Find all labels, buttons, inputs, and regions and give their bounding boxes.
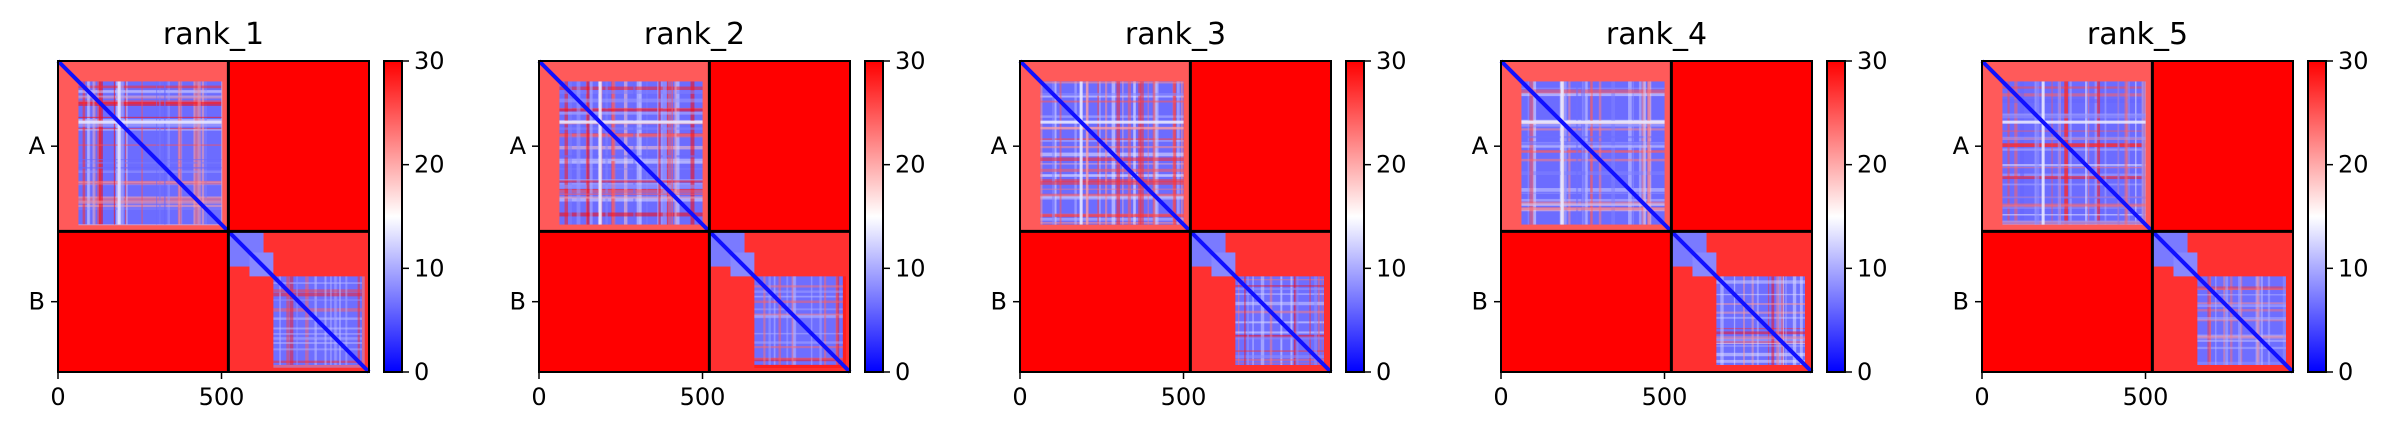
colorbar-frame bbox=[2307, 60, 2327, 373]
axes-frame bbox=[1981, 60, 2294, 373]
colorbar-frame bbox=[1345, 60, 1365, 373]
colorbar-gradient bbox=[865, 61, 883, 372]
colorbar: 0 10 20 30 bbox=[1345, 47, 1407, 386]
colorbar-tick-label: 10 bbox=[2338, 254, 2369, 282]
intra-chain-block-a bbox=[1980, 59, 2154, 233]
heatmap-panel-4: rank_4 0 500 A B 0 10 20 30 bbox=[1472, 17, 1888, 411]
y-tick-label: B bbox=[29, 288, 45, 316]
colorbar-tick-label: 30 bbox=[1376, 47, 1407, 75]
intra-chain-block-a bbox=[1018, 59, 1192, 233]
colorbar-tick-label: 30 bbox=[1857, 47, 1888, 75]
axes-frame bbox=[1019, 60, 1332, 373]
axes-frame bbox=[1500, 60, 1813, 373]
colorbar-frame bbox=[1826, 60, 1846, 373]
y-tick-label: B bbox=[1472, 288, 1488, 316]
inter-chain-block-ba bbox=[539, 231, 710, 372]
colorbar-tick-label: 20 bbox=[1857, 151, 1888, 179]
x-tick-label: 0 bbox=[1974, 383, 1989, 411]
colorbar-tick-label: 10 bbox=[1376, 254, 1407, 282]
colorbar-gradient bbox=[1827, 61, 1845, 372]
x-tick-label: 0 bbox=[1493, 383, 1508, 411]
x-tick-label: 500 bbox=[2123, 383, 2169, 411]
colorbar-tick-label: 20 bbox=[2338, 151, 2369, 179]
inter-chain-block-ba bbox=[1501, 231, 1672, 372]
inter-chain-block-ab bbox=[2152, 61, 2293, 232]
colorbar-gradient bbox=[1346, 61, 1364, 372]
x-tick-label: 500 bbox=[1161, 383, 1207, 411]
heatmap-panel-1: rank_1 0 500 A B 0 10 20 30 bbox=[29, 17, 445, 411]
colorbar-tick-label: 10 bbox=[1857, 254, 1888, 282]
panel-title: rank_3 bbox=[1125, 17, 1226, 52]
x-tick-label: 500 bbox=[1642, 383, 1688, 411]
inter-chain-block-ab bbox=[228, 61, 369, 232]
y-tick-label: B bbox=[991, 288, 1007, 316]
axes-frame bbox=[538, 60, 851, 373]
colorbar: 0 10 20 30 bbox=[864, 47, 926, 386]
intra-chain-block-b bbox=[2150, 229, 2295, 374]
inter-chain-block-ab bbox=[1190, 61, 1331, 232]
colorbar-tick-label: 0 bbox=[1376, 358, 1391, 386]
inter-chain-block-ab bbox=[1671, 61, 1812, 232]
colorbar-frame bbox=[383, 60, 403, 373]
y-tick-label: A bbox=[510, 132, 527, 160]
colorbar-tick-label: 30 bbox=[895, 47, 926, 75]
colorbar-tick-label: 20 bbox=[414, 151, 445, 179]
colorbar-gradient bbox=[384, 61, 402, 372]
x-tick-label: 0 bbox=[1012, 383, 1027, 411]
colorbar-tick-label: 0 bbox=[2338, 358, 2353, 386]
colorbar-gradient bbox=[2308, 61, 2326, 372]
x-tick-label: 500 bbox=[680, 383, 726, 411]
colorbar-tick-label: 10 bbox=[895, 254, 926, 282]
inter-chain-block-ba bbox=[1020, 231, 1191, 372]
intra-chain-block-a bbox=[56, 59, 230, 233]
inter-chain-block-ba bbox=[1982, 231, 2153, 372]
colorbar-tick-label: 30 bbox=[2338, 47, 2369, 75]
y-tick-label: A bbox=[1472, 132, 1489, 160]
intra-chain-block-b bbox=[707, 229, 852, 374]
colorbar-tick-label: 0 bbox=[414, 358, 429, 386]
intra-chain-block-a bbox=[537, 59, 711, 233]
panel-title: rank_1 bbox=[163, 17, 264, 52]
y-tick-label: B bbox=[1953, 288, 1969, 316]
heatmap-panel-3: rank_3 0 500 A B 0 10 20 30 bbox=[991, 17, 1407, 411]
inter-chain-block-ba bbox=[58, 231, 229, 372]
inter-chain-block-ab bbox=[709, 61, 850, 232]
colorbar-tick-label: 10 bbox=[414, 254, 445, 282]
intra-chain-block-b bbox=[1669, 229, 1814, 374]
y-tick-label: A bbox=[1953, 132, 1970, 160]
x-tick-label: 500 bbox=[199, 383, 245, 411]
y-tick-label: B bbox=[510, 288, 526, 316]
panel-title: rank_2 bbox=[644, 17, 745, 52]
colorbar-tick-label: 20 bbox=[1376, 151, 1407, 179]
colorbar-tick-label: 30 bbox=[414, 47, 445, 75]
colorbar-tick-label: 0 bbox=[895, 358, 910, 386]
colorbar: 0 10 20 30 bbox=[2307, 47, 2369, 386]
intra-chain-block-a bbox=[1499, 59, 1673, 233]
y-tick-label: A bbox=[991, 132, 1008, 160]
panel-title: rank_4 bbox=[1606, 17, 1707, 52]
x-tick-label: 0 bbox=[50, 383, 65, 411]
x-tick-label: 0 bbox=[531, 383, 546, 411]
intra-chain-block-b bbox=[226, 229, 371, 374]
colorbar: 0 10 20 30 bbox=[1826, 47, 1888, 386]
heatmap-panel-2: rank_2 0 500 A B 0 10 20 30 bbox=[510, 17, 926, 411]
y-tick-label: A bbox=[29, 132, 46, 160]
axes-frame bbox=[57, 60, 370, 373]
colorbar: 0 10 20 30 bbox=[383, 47, 445, 386]
panel-title: rank_5 bbox=[2087, 17, 2188, 52]
heatmap-panel-5: rank_5 0 500 A B 0 10 20 30 bbox=[1953, 17, 2369, 411]
colorbar-frame bbox=[864, 60, 884, 373]
colorbar-tick-label: 0 bbox=[1857, 358, 1872, 386]
colorbar-tick-label: 20 bbox=[895, 151, 926, 179]
intra-chain-block-b bbox=[1188, 229, 1333, 374]
